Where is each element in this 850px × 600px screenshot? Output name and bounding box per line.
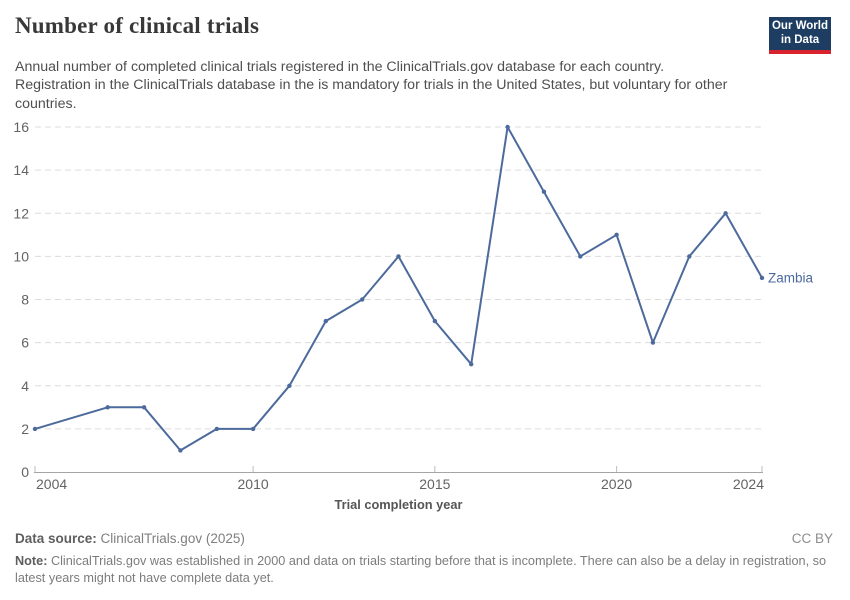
data-point[interactable] (360, 297, 365, 302)
data-point[interactable] (505, 124, 510, 130)
chart-subtitle: Annual number of completed clinical tria… (15, 59, 728, 112)
x-tick-label: 2024 (733, 476, 764, 492)
data-point[interactable] (105, 405, 110, 410)
series-line[interactable] (34, 126, 763, 452)
page-title: Number of clinical trials (15, 13, 260, 38)
data-point[interactable] (287, 383, 292, 388)
note-text: ClinicalTrials.gov was established in 20… (15, 554, 827, 586)
data-source: Data source: ClinicalTrials.gov (2025) (15, 531, 245, 546)
y-tick-label: 4 (21, 378, 29, 394)
data-point[interactable] (469, 362, 474, 367)
data-point[interactable] (432, 318, 438, 324)
data-point[interactable] (323, 318, 328, 324)
data-point[interactable] (541, 189, 547, 194)
x-tick-label: 2004 (36, 476, 67, 492)
y-tick-label: 10 (13, 248, 29, 264)
x-tick-label: 2020 (601, 476, 632, 492)
owid-logo[interactable]: Our World in Data (769, 17, 831, 54)
data-point[interactable] (214, 426, 219, 432)
data-point[interactable] (578, 254, 583, 259)
data-point[interactable] (687, 254, 692, 259)
x-tick-label: 2010 (238, 476, 269, 492)
y-tick-label: 0 (21, 464, 29, 480)
data-point[interactable] (141, 405, 147, 410)
license-badge[interactable]: CC BY (791, 531, 833, 546)
y-tick-label: 2 (21, 421, 29, 437)
data-point[interactable] (614, 232, 619, 237)
y-tick-label: 12 (13, 205, 29, 221)
data-point[interactable] (759, 275, 765, 281)
series-end-label[interactable]: Zambia (768, 270, 814, 285)
data-point[interactable] (250, 426, 256, 432)
data-point[interactable] (396, 254, 401, 259)
data-source-value[interactable]: ClinicalTrials.gov (2025) (100, 531, 245, 546)
x-axis-title: Trial completion year (334, 497, 463, 512)
owid-logo-line2: in Data (780, 33, 820, 46)
data-point[interactable] (723, 211, 728, 216)
owid-logo-line1: Our World (771, 20, 828, 32)
data-point[interactable] (178, 448, 183, 453)
data-point[interactable] (32, 426, 38, 432)
data-point[interactable] (650, 340, 656, 345)
chart-note: Note: ClinicalTrials.gov was established… (15, 553, 829, 587)
chart-footer: Data source: ClinicalTrials.gov (2025) C… (15, 531, 833, 587)
y-tick-label: 6 (21, 335, 29, 351)
note-label: Note: (15, 554, 48, 568)
data-source-label: Data source: (15, 531, 97, 546)
y-tick-label: 16 (13, 119, 29, 135)
y-tick-label: 14 (13, 162, 29, 178)
x-tick-label: 2015 (419, 476, 450, 492)
y-tick-label: 8 (21, 292, 29, 308)
